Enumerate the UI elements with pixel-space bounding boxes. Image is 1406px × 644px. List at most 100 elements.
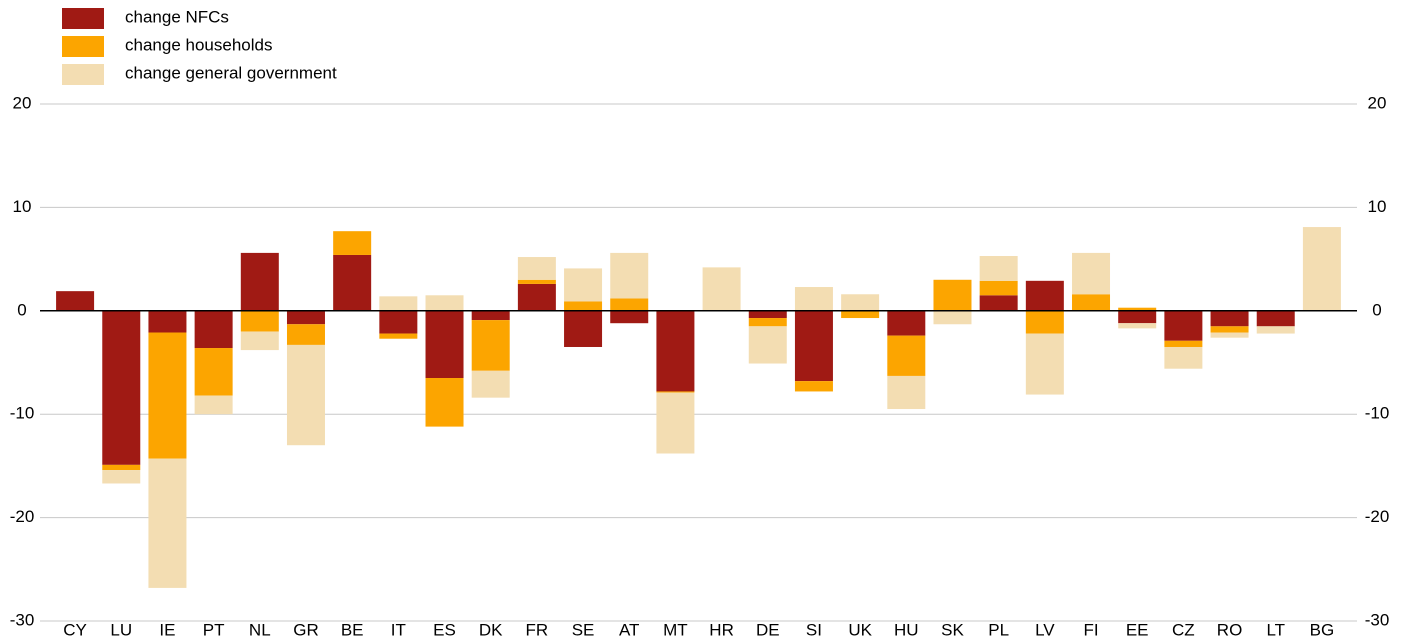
legend-swatch xyxy=(62,36,104,57)
x-tick-label: IE xyxy=(159,620,175,639)
bar-segment xyxy=(517,257,556,280)
bar-segment xyxy=(286,310,325,325)
bar-segment xyxy=(1118,323,1157,329)
bar-segment xyxy=(1025,333,1064,395)
x-tick-label: MT xyxy=(663,620,688,639)
bar-segment xyxy=(564,268,603,302)
bar-segment xyxy=(1164,340,1203,347)
legend-swatch xyxy=(62,8,104,29)
x-tick-label: LV xyxy=(1035,620,1055,639)
bar-segment xyxy=(102,310,141,465)
bar-segment xyxy=(194,395,233,415)
legend-label: change households xyxy=(125,35,272,54)
bar-segment xyxy=(748,310,787,319)
x-tick-label: CY xyxy=(63,620,87,639)
bar-segment xyxy=(333,254,372,311)
y-tick-label: -10 xyxy=(10,404,35,423)
bar-segment xyxy=(194,310,233,349)
x-tick-label: UK xyxy=(848,620,872,639)
bar-segment xyxy=(887,335,926,376)
x-tick-label: GR xyxy=(293,620,319,639)
y-tick-label-right: -10 xyxy=(1365,404,1390,423)
bar-segment xyxy=(887,310,926,336)
x-tick-label: CZ xyxy=(1172,620,1195,639)
bar-segment xyxy=(702,267,741,311)
x-tick-label: AT xyxy=(619,620,639,639)
bar-segment xyxy=(240,331,279,351)
bar-segment xyxy=(286,324,325,345)
x-tick-label: NL xyxy=(249,620,271,639)
x-tick-label: ES xyxy=(433,620,456,639)
bar-segment xyxy=(379,296,418,311)
y-tick-label-right: -20 xyxy=(1365,507,1390,526)
bar-segment xyxy=(794,381,833,392)
bar-segment xyxy=(656,392,695,454)
bar-segment xyxy=(564,310,603,347)
bar-segment xyxy=(471,320,510,371)
y-tick-label: 20 xyxy=(13,93,32,112)
bar-segment xyxy=(933,310,972,325)
x-tick-label: EE xyxy=(1126,620,1149,639)
y-tick-label-right: 0 xyxy=(1372,300,1381,319)
bar-segment xyxy=(379,310,418,334)
bar-segment xyxy=(1118,310,1157,324)
bar-segment xyxy=(240,252,279,311)
bar-segment xyxy=(148,310,187,333)
bar-segment xyxy=(425,378,464,427)
bar-segment xyxy=(748,326,787,364)
bar-segment xyxy=(1072,294,1111,311)
bar-segment xyxy=(656,310,695,392)
bar-segment xyxy=(333,231,372,255)
bar-segment xyxy=(240,310,279,332)
bar-segment xyxy=(286,344,325,446)
bar-segment xyxy=(102,470,141,484)
x-tick-label: LU xyxy=(110,620,132,639)
bar-segment xyxy=(979,280,1018,296)
bar-segment xyxy=(471,370,510,398)
bar-segment xyxy=(1210,310,1249,327)
x-tick-label: DE xyxy=(756,620,780,639)
bar-segment xyxy=(517,283,556,311)
bar-segment xyxy=(1302,227,1341,311)
y-tick-label-right: 10 xyxy=(1368,197,1387,216)
legend-label: change general government xyxy=(125,63,337,82)
x-tick-label: HR xyxy=(709,620,734,639)
bar-segment xyxy=(1210,326,1249,333)
x-tick-label: PL xyxy=(988,620,1009,639)
bar-segment xyxy=(841,310,880,319)
bar-segment xyxy=(1256,326,1295,334)
bar-segment xyxy=(1025,280,1064,311)
y-tick-label: -20 xyxy=(10,507,35,526)
legend-swatch xyxy=(62,64,104,85)
bar-segment xyxy=(425,310,464,379)
bar-segment xyxy=(102,464,141,471)
bar-segment xyxy=(1072,252,1111,295)
y-tick-label: -30 xyxy=(10,610,35,629)
bar-segment xyxy=(610,252,649,299)
x-tick-label: SK xyxy=(941,620,964,639)
bar-segment xyxy=(148,458,187,588)
y-tick-label: 10 xyxy=(13,197,32,216)
x-tick-label: FR xyxy=(526,620,549,639)
bar-segment xyxy=(564,301,603,311)
bar-segment xyxy=(794,310,833,382)
x-tick-label: LT xyxy=(1266,620,1285,639)
bar-segment xyxy=(148,332,187,459)
x-tick-label: HU xyxy=(894,620,919,639)
bar-segment xyxy=(1118,307,1157,311)
bar-segment xyxy=(610,310,649,324)
bar-segment xyxy=(1210,332,1249,338)
bar-segment xyxy=(194,348,233,396)
y-tick-label-right: 20 xyxy=(1368,93,1387,112)
bar-segment xyxy=(748,318,787,327)
x-tick-label: DK xyxy=(479,620,503,639)
bar-segment xyxy=(517,279,556,284)
bar-segment xyxy=(979,255,1018,281)
bar-segment xyxy=(425,295,464,311)
bar-segment xyxy=(887,375,926,410)
bar-segment xyxy=(379,333,418,339)
bar-segment xyxy=(1164,310,1203,341)
bar-segment xyxy=(841,294,880,311)
x-tick-label: PT xyxy=(203,620,225,639)
